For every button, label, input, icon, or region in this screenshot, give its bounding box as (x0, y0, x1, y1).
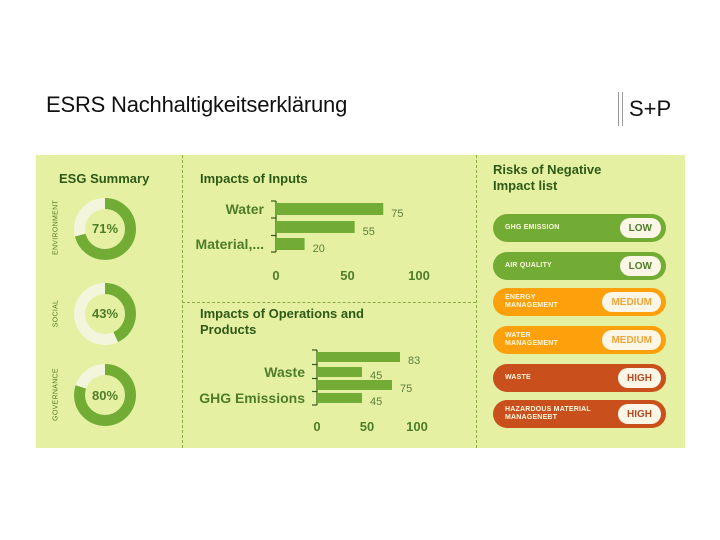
risks-title: Risks of Negative Impact list (493, 162, 602, 193)
logo: S+P (629, 96, 672, 121)
donut-value-arc (74, 364, 136, 426)
data-label: 20 (313, 243, 325, 255)
x-tick-label: 50 (360, 419, 374, 434)
category-label: Material,... (196, 236, 264, 252)
data-label: 75 (400, 383, 412, 395)
bar (317, 393, 362, 403)
bar (317, 352, 400, 362)
risk-label: WASTE (505, 374, 531, 381)
divider-middle (182, 302, 476, 303)
category-label: GOVERNANCE (52, 368, 60, 421)
percent-label: 80% (91, 388, 119, 403)
risk-item[interactable]: HAZARDOUS MATERIAL MANAGENEBT HIGH (493, 400, 666, 428)
risk-item[interactable]: ENERGY MANAGEMENT MEDIUM (493, 288, 666, 316)
risk-level-badge: MEDIUM (602, 330, 661, 350)
risk-label: ENERGY MANAGEMENT (505, 294, 558, 309)
data-label: 55 (363, 226, 375, 238)
divider-right (476, 155, 477, 448)
bar (317, 380, 392, 390)
category-label: GHG Emissions (199, 390, 305, 406)
risk-level-badge: HIGH (618, 404, 661, 424)
category-label: Waste (264, 364, 305, 380)
bar (276, 203, 384, 215)
percent-label: 43% (91, 306, 119, 321)
bar (317, 367, 362, 377)
risk-level-badge: MEDIUM (602, 292, 661, 312)
risk-level-badge: LOW (619, 256, 661, 276)
esg-summary-title: ESG Summary (59, 171, 150, 186)
risk-item[interactable]: WASTE HIGH (493, 364, 666, 392)
data-label: 83 (408, 355, 420, 367)
risk-item[interactable]: AIR QUALITY LOW (493, 252, 666, 280)
data-label: 75 (391, 208, 403, 220)
x-tick-label: 0 (272, 268, 279, 283)
x-tick-label: 100 (408, 268, 430, 283)
donut-environment (74, 198, 136, 260)
chart-inputs-title: Impacts of Inputs (200, 171, 308, 186)
x-tick-label: 50 (340, 268, 354, 283)
page-title: ESRS Nachhaltigkeitserklärung (46, 92, 348, 117)
logo-divider-left (618, 92, 619, 126)
chart-operations: 83 45 Waste 75 45 GHG Emissions 0 50 100 (199, 349, 428, 434)
risk-level-badge: LOW (619, 218, 661, 238)
donut-governance (74, 364, 136, 426)
risk-label: AIR QUALITY (505, 262, 552, 269)
x-tick-label: 100 (406, 419, 428, 434)
category-label: ENVIRONMENT (52, 199, 60, 256)
bar (276, 221, 355, 233)
category-label: Water (226, 201, 265, 217)
data-label: 45 (370, 396, 382, 408)
risk-label: HAZARDOUS MATERIAL MANAGENEBT (505, 406, 591, 421)
donut-value-arc (74, 283, 136, 345)
risk-item[interactable]: GHG EMISSION LOW (493, 214, 666, 242)
bar (276, 238, 305, 250)
divider-left (182, 155, 183, 448)
percent-label: 71% (91, 221, 119, 236)
chart-inputs: 75 Water 55 20 Material,... 0 50 100 (196, 200, 430, 283)
risk-item[interactable]: WATER MANAGEMENT MEDIUM (493, 326, 666, 354)
risk-level-badge: HIGH (618, 368, 661, 388)
category-label: SOCIAL (52, 299, 60, 328)
logo-divider-right (622, 92, 623, 126)
risk-label: WATER MANAGEMENT (505, 332, 558, 347)
x-tick-label: 0 (313, 419, 320, 434)
risk-label: GHG EMISSION (505, 224, 560, 231)
donut-social (74, 283, 136, 345)
chart-operations-title: Impacts of Operations and Products (200, 306, 364, 337)
data-label: 45 (370, 370, 382, 382)
donut-value-arc (74, 198, 136, 260)
